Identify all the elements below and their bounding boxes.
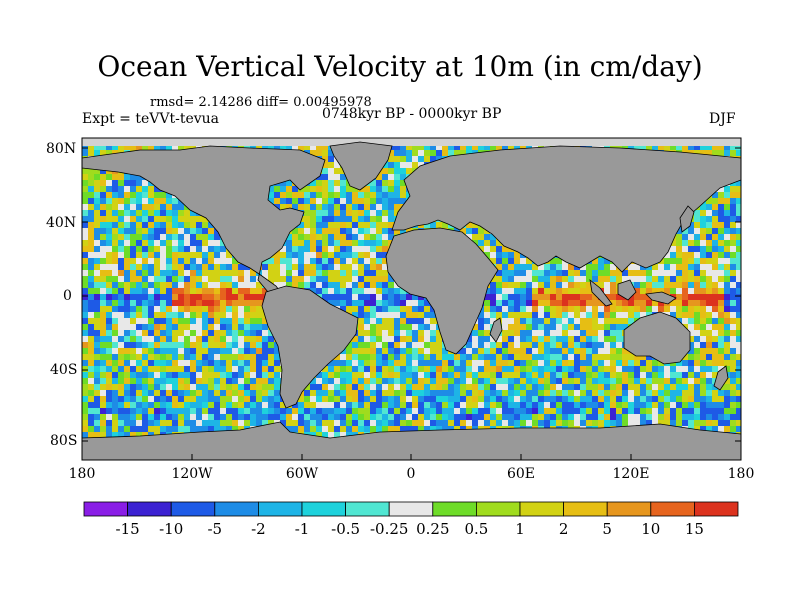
colorbar-box <box>650 501 695 517</box>
colorbar-box <box>694 501 739 517</box>
lat-label-80n: 80N <box>46 141 77 157</box>
period-label: 0748kyr BP - 0000kyr BP <box>322 106 502 122</box>
colorbar-label: 5 <box>602 520 612 538</box>
colorbar-label: -1 <box>294 520 310 538</box>
colorbar-box <box>388 501 434 517</box>
land-antarctica <box>82 421 741 460</box>
colorbar-box <box>432 501 477 517</box>
lat-label-40s: 40S <box>50 362 78 378</box>
land-borneo <box>617 279 637 301</box>
land-australia <box>623 311 691 365</box>
colorbar-label: -15 <box>115 520 140 538</box>
colorbar-box <box>345 501 390 517</box>
colorbar-box <box>257 501 303 517</box>
land-greenland <box>329 141 393 191</box>
stats-text: rmsd= 2.14286 diff= 0.00495978 <box>150 95 372 110</box>
colorbar-label: 10 <box>641 520 661 538</box>
lat-label-80s: 80S <box>50 433 78 449</box>
land-new-guinea <box>645 291 677 305</box>
lon-label-180e: 180 <box>727 466 755 482</box>
land-new-zealand <box>713 365 729 391</box>
lon-label-60w: 60W <box>285 466 319 482</box>
land-japan <box>679 205 695 233</box>
colorbar-label: 2 <box>558 520 569 538</box>
colorbar-box <box>127 501 172 517</box>
experiment-label: Expt = teVVt-tevua <box>82 111 220 127</box>
lat-label-40n: 40N <box>46 215 77 231</box>
colorbar <box>83 501 739 517</box>
colorbar-label: -10 <box>159 520 184 538</box>
colorbar-box <box>83 501 128 517</box>
colorbar-label: 0.5 <box>464 520 489 538</box>
colorbar-label: -5 <box>207 520 223 538</box>
lat-label-eq: 0 <box>63 288 72 304</box>
colorbar-label: 1 <box>515 520 525 538</box>
colorbar-label: 0.25 <box>416 520 450 538</box>
missing-data-band <box>82 138 741 146</box>
colorbar-label: -0.5 <box>331 520 361 538</box>
land-south-america <box>261 285 359 409</box>
lon-label-0: 0 <box>406 466 416 482</box>
land-africa <box>385 227 499 355</box>
chart-title: Ocean Vertical Velocity at 10m (in cm/da… <box>97 50 703 83</box>
land-north-america <box>82 145 326 295</box>
season-label: DJF <box>709 111 736 127</box>
colorbar-label: -2 <box>251 520 266 538</box>
axis-ticks <box>81 147 742 460</box>
colorbar-box <box>214 501 259 517</box>
colorbar-label: -0.25 <box>369 520 409 538</box>
colorbar-box <box>606 501 652 517</box>
land-madagascar <box>489 317 503 343</box>
colorbar-box <box>170 501 216 517</box>
land-masses <box>82 141 741 460</box>
colorbar-box <box>563 501 608 517</box>
lon-label-180w: 180 <box>68 466 96 482</box>
colorbar-box <box>301 501 346 517</box>
land-europe-asia <box>391 145 741 273</box>
colorbar-box <box>475 501 521 517</box>
colorbar-label: 15 <box>684 520 704 538</box>
land-sumatra <box>589 279 613 307</box>
lon-label-120w: 120W <box>171 466 213 482</box>
lon-label-120e: 120E <box>612 466 650 482</box>
colorbar-box <box>519 501 564 517</box>
lon-label-60e: 60E <box>506 466 536 482</box>
